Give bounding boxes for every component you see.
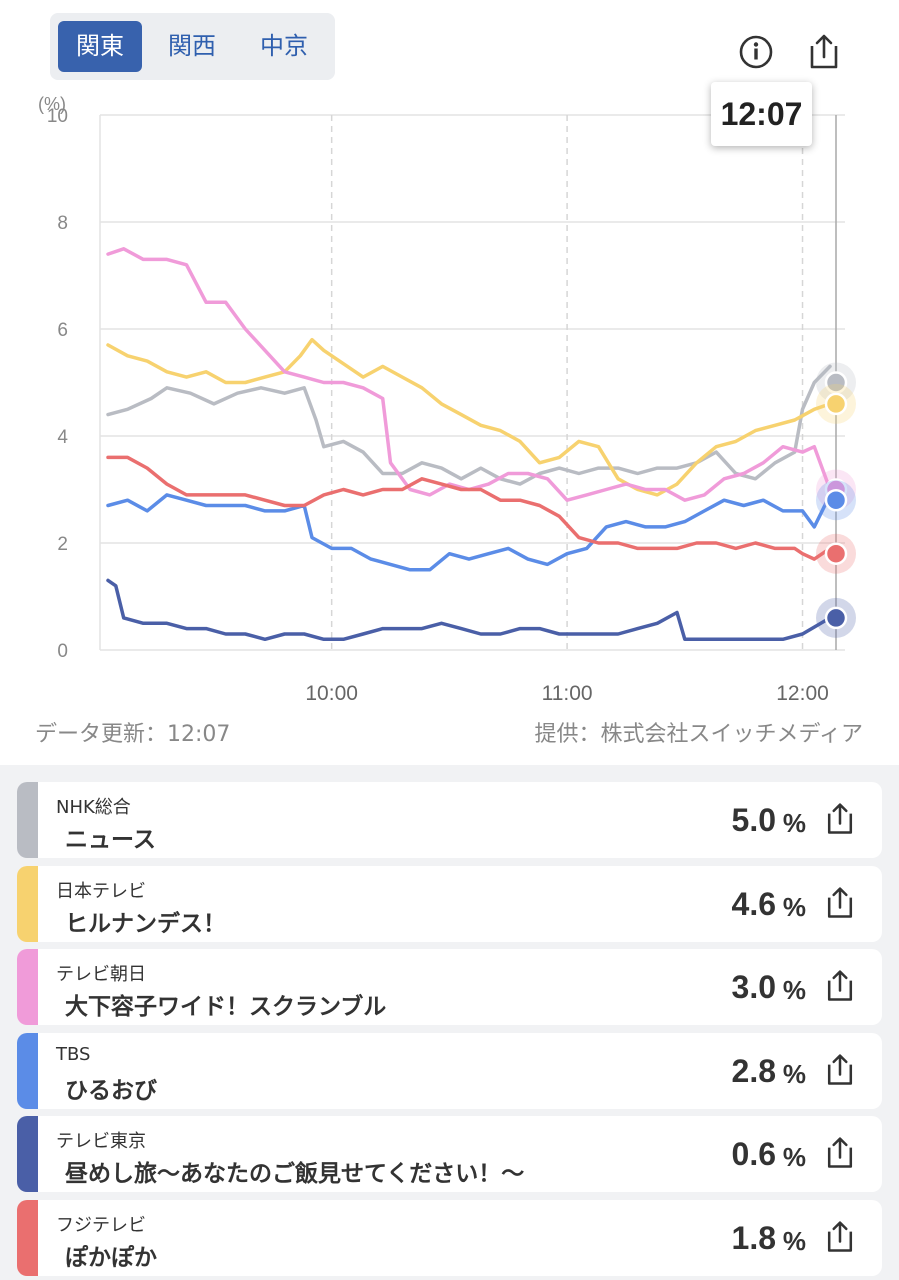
program-title: ひるおび <box>65 1077 157 1104</box>
program-title: ヒルナンデス！ <box>65 910 226 937</box>
program-card[interactable]: テレビ朝日大下容子ワイド！スクランブル 3.0% <box>17 949 882 1026</box>
program-title: ぽかぽか <box>65 1245 157 1271</box>
share-icon[interactable] <box>822 1052 858 1088</box>
rating-value: 0.6 <box>731 1136 776 1173</box>
rating-unit: % <box>782 808 806 838</box>
info-icon[interactable] <box>736 32 776 72</box>
program-card[interactable]: フジテレビぽかぽか 1.8% <box>17 1200 882 1276</box>
rating-value: 3.0 <box>731 969 776 1006</box>
share-icon[interactable] <box>822 1219 858 1255</box>
series-line-1 <box>106 337 832 497</box>
station-name: NHK総合 <box>56 797 131 818</box>
series-end-marker-3 <box>824 488 848 512</box>
chart-grid <box>99 114 845 651</box>
program-title: 大下容子ワイド！スクランブル <box>65 994 387 1021</box>
share-icon[interactable] <box>804 32 844 72</box>
series-line-4 <box>106 578 832 642</box>
share-icon[interactable] <box>822 885 858 921</box>
x-tick-label: 12:00 <box>776 682 829 705</box>
ratings-chart: (%) 0 2 4 6 8 10 10:00 11:00 12:00 <box>38 94 856 705</box>
channel-color-bar <box>17 949 38 1026</box>
channel-color-bar <box>17 1032 38 1109</box>
data-updated-label: データ更新：12:07 <box>35 722 231 747</box>
y-tick-label: 10 <box>47 106 68 127</box>
share-icon[interactable] <box>822 968 858 1004</box>
y-axis-unit: (%) <box>38 94 66 114</box>
time-tooltip: 12:07 <box>711 82 812 146</box>
station-name: テレビ東京 <box>56 1131 146 1153</box>
channel-color-bar <box>17 1200 38 1276</box>
y-tick-label: 2 <box>57 534 68 555</box>
x-tick-label: 10:00 <box>305 682 358 705</box>
program-title: 昼めし旅〜あなたのご飯見せてください！〜 <box>65 1161 525 1188</box>
rating-value: 2.8 <box>731 1052 776 1089</box>
tab-kanto[interactable]: 関東 <box>58 21 142 72</box>
share-icon[interactable] <box>822 801 858 837</box>
series-line-5 <box>106 455 832 561</box>
rating-unit: % <box>782 1058 806 1089</box>
channel-color-bar <box>17 782 38 858</box>
share-icon[interactable] <box>822 1135 858 1171</box>
rating-value: 1.8 <box>731 1220 776 1256</box>
y-tick-label: 8 <box>57 213 68 234</box>
station-name: テレビ朝日 <box>56 964 146 986</box>
series-end-marker-4 <box>824 606 848 630</box>
rating-unit: % <box>782 1226 806 1256</box>
program-title: ニュース <box>65 827 156 853</box>
rating-unit: % <box>782 975 806 1006</box>
channel-color-bar <box>17 865 38 942</box>
series-line-0 <box>106 364 832 486</box>
region-tab-group: 関東 関西 中京 <box>50 13 335 80</box>
provider-label: 提供：株式会社スイッチメディア <box>534 722 863 747</box>
series-line-2 <box>106 247 832 502</box>
channel-color-bar <box>17 1116 38 1193</box>
series-line-3 <box>106 493 832 572</box>
series-end-marker-0 <box>824 371 848 394</box>
program-card[interactable]: テレビ東京昼めし旅〜あなたのご飯見せてください！〜 0.6% <box>17 1116 882 1193</box>
x-tick-label: 11:00 <box>542 682 593 705</box>
rating-unit: % <box>782 1142 806 1173</box>
y-tick-label: 6 <box>57 320 68 341</box>
station-name: 日本テレビ <box>56 880 146 902</box>
y-tick-label: 4 <box>57 427 68 448</box>
station-name: TBS <box>56 1043 91 1065</box>
tab-chukyo[interactable]: 中京 <box>260 32 308 60</box>
rating-value: 5.0 <box>731 802 776 838</box>
rating-value: 4.6 <box>731 885 776 922</box>
program-card[interactable]: NHK総合ニュース 5.0% <box>17 782 882 858</box>
program-card[interactable]: 日本テレビヒルナンデス！ 4.6% <box>17 865 882 942</box>
program-card[interactable]: TBS ひるおび 2.8% <box>17 1032 882 1109</box>
series-end-marker-5 <box>824 542 848 565</box>
y-tick-label: 0 <box>57 641 68 662</box>
station-name: フジテレビ <box>56 1215 146 1236</box>
series-end-marker-1 <box>824 392 848 416</box>
tab-kansai[interactable]: 関西 <box>168 32 216 60</box>
rating-unit: % <box>782 891 806 922</box>
